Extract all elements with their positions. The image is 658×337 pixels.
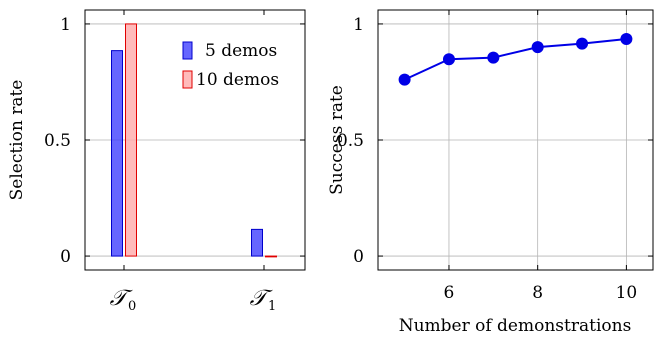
legend-swatch-10-demos (182, 70, 193, 89)
bar-10-demos-T1 (265, 255, 277, 258)
right-x-ticks: 6 8 10 (444, 10, 638, 303)
success-rate-point-10 (620, 33, 633, 46)
left-bars (111, 23, 277, 258)
success-rate-line (404, 38, 627, 81)
right-x-tick-label: 8 (532, 283, 543, 303)
left-x-tick-subscript: 0 (128, 299, 136, 314)
right-x-tick-label: 10 (616, 283, 638, 303)
bar-5-demos-T0 (111, 50, 123, 257)
bar-5-demos-T1 (251, 228, 263, 257)
legend-label-5-demos: 5 demos (205, 41, 277, 61)
right-y-tick-label: 1 (353, 15, 364, 35)
right-series (398, 33, 633, 86)
left-y-tick-label: 0 (60, 247, 71, 267)
left-y-tick-label: 1 (60, 15, 71, 35)
left-y-axis-label: Selection rate (7, 80, 27, 201)
right-y-axis-label: Success rate (327, 85, 347, 195)
success-rate-point-7 (487, 51, 500, 64)
right-gridlines (378, 10, 653, 270)
right-x-axis-label: Number of demonstrations (399, 316, 632, 336)
left-y-ticks: 00.51 (44, 15, 305, 267)
right-y-ticks: 00.51 (337, 15, 653, 267)
right-y-tick-label: 0 (353, 247, 364, 267)
success-rate-point-8 (531, 41, 544, 54)
left-y-tick-label: 0.5 (44, 131, 71, 151)
bar-10-demos-T0 (125, 23, 137, 257)
legend-swatch-5-demos (182, 41, 193, 60)
success-rate-point-6 (442, 53, 455, 66)
left-x-tick-subscript: 1 (268, 299, 276, 314)
legend-label-10-demos: 10 demos (196, 70, 279, 90)
success-rate-point-5 (398, 73, 411, 86)
success-rate-chart: 00.51 6 8 10 Success rate Number of demons… (327, 9, 654, 336)
right-x-tick-label: 6 (444, 283, 455, 303)
left-legend: 5 demos 10 demos (182, 41, 279, 90)
success-rate-point-9 (576, 37, 589, 50)
right-y-tick-label: 0.5 (337, 131, 364, 151)
